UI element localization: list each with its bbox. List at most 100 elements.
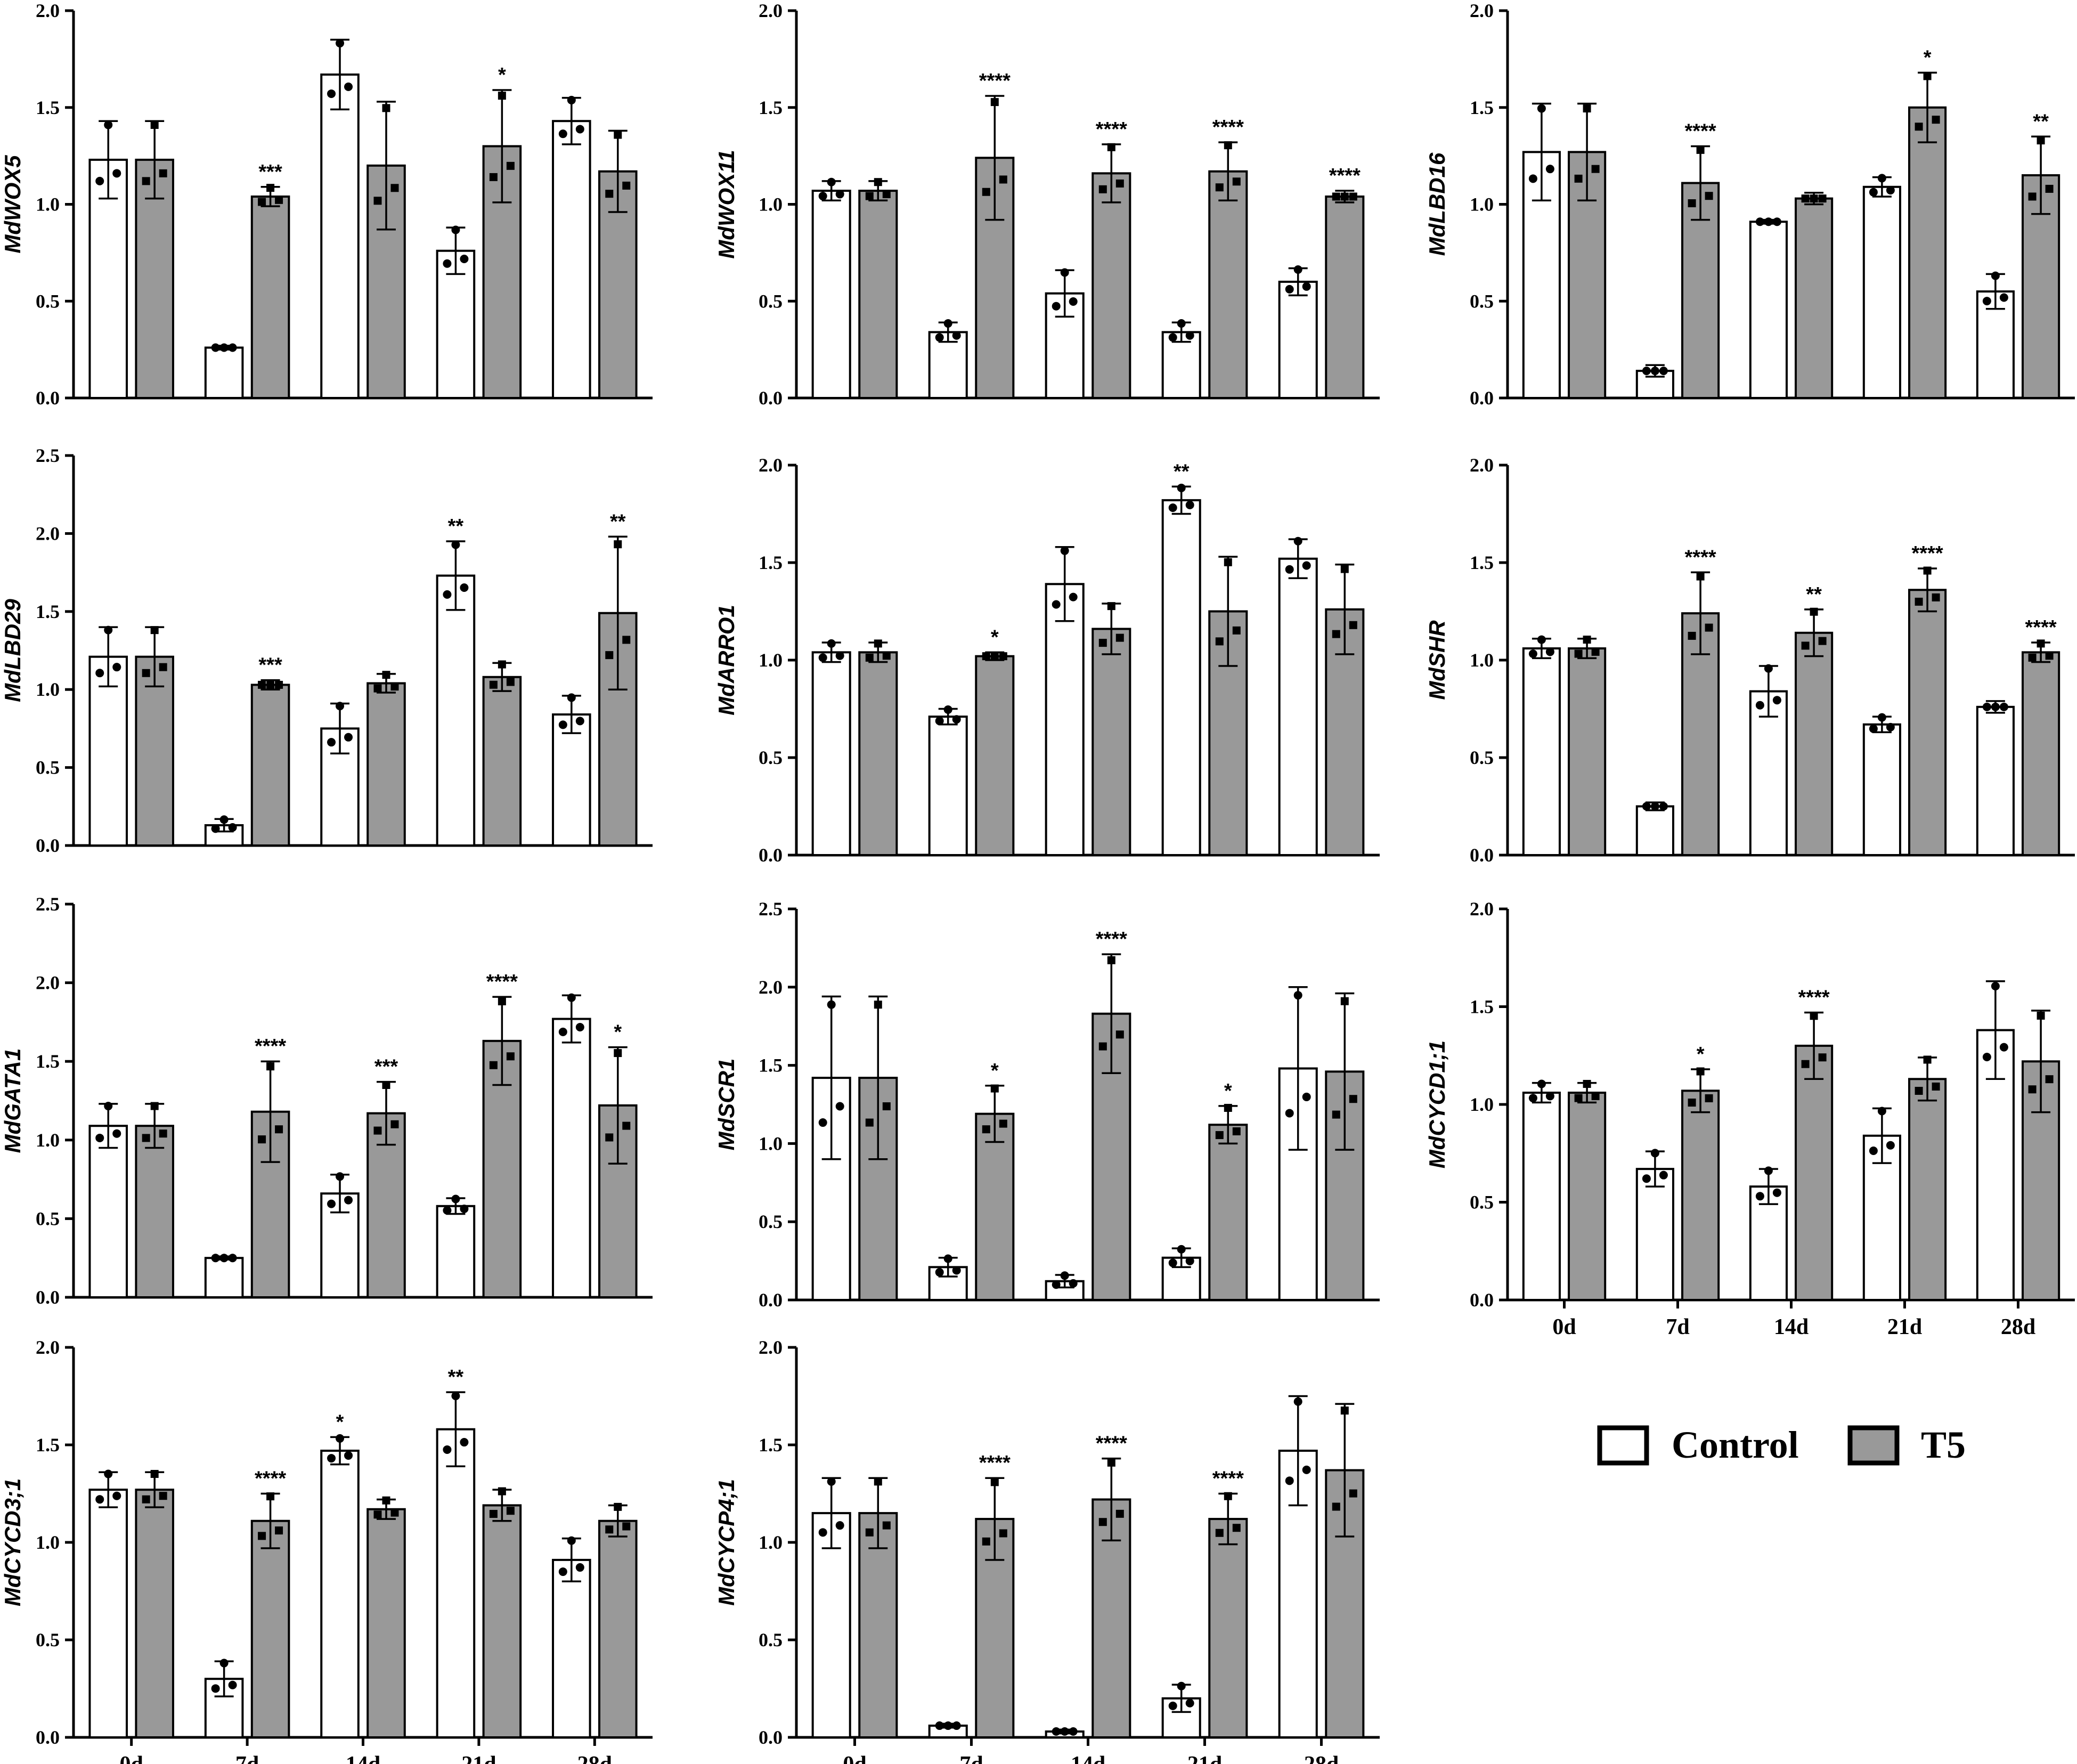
- data-point-t5: [506, 161, 515, 170]
- y-tick-label: 2.0: [1470, 0, 1494, 21]
- y-tick-label: 0.0: [1470, 387, 1494, 409]
- y-tick-label: 0.0: [1470, 844, 1494, 866]
- bar-control: [320, 1449, 360, 1738]
- data-point-control: [1168, 1258, 1177, 1267]
- legend-swatch-t5: [1847, 1425, 1900, 1466]
- data-point-control: [1650, 802, 1659, 811]
- data-point-control: [1168, 333, 1177, 342]
- data-point-control: [558, 129, 567, 139]
- data-point-control: [104, 625, 113, 635]
- x-tick-label: 7d: [1666, 1315, 1689, 1339]
- significance-label: ****: [1212, 1468, 1244, 1490]
- y-tick-label: 1.5: [759, 1434, 783, 1456]
- data-point-control: [1293, 991, 1302, 1000]
- data-point-t5: [1915, 1086, 1923, 1095]
- data-point-control: [935, 1721, 944, 1730]
- bar-t5: [482, 1504, 522, 1738]
- y-tick-label: 1.5: [759, 1055, 783, 1076]
- y-tick-label: 2.0: [1470, 898, 1494, 920]
- data-point-control: [575, 717, 584, 726]
- significance-label: ****: [255, 1468, 286, 1490]
- data-point-control: [1052, 1280, 1061, 1289]
- data-point-t5: [1696, 1067, 1705, 1076]
- data-point-control: [1060, 546, 1069, 555]
- data-point-control: [1869, 724, 1878, 733]
- data-point-control: [1755, 1192, 1764, 1201]
- significance-label: *: [1924, 46, 1932, 69]
- data-point-control: [835, 1521, 844, 1530]
- data-point-t5: [605, 190, 614, 198]
- data-point-control: [1052, 302, 1061, 311]
- data-point-t5: [1801, 641, 1810, 650]
- bar-t5: [250, 1519, 290, 1738]
- data-point-t5: [1696, 145, 1705, 154]
- data-point-control: [104, 120, 113, 129]
- data-point-control: [460, 255, 469, 264]
- data-point-t5: [1215, 637, 1224, 646]
- data-point-t5: [1115, 633, 1124, 642]
- data-point-control: [1060, 1271, 1069, 1280]
- data-point-t5: [1818, 194, 1827, 203]
- data-point-control: [451, 225, 460, 234]
- legend: Control T5: [1597, 1424, 1966, 1466]
- bar-control: [1278, 557, 1318, 857]
- bar-t5: [135, 1125, 174, 1298]
- data-point-t5: [1115, 1509, 1124, 1518]
- data-point-control: [460, 583, 469, 592]
- data-point-t5: [874, 639, 882, 648]
- significance-label: ****: [1096, 118, 1127, 141]
- data-point-control: [1302, 282, 1311, 291]
- data-point-t5: [874, 1477, 882, 1486]
- data-point-t5: [1696, 572, 1705, 581]
- bar-control: [436, 249, 476, 399]
- data-point-control: [1991, 271, 2000, 280]
- data-point-t5: [1332, 1110, 1340, 1119]
- data-point-t5: [1583, 1079, 1591, 1088]
- y-tick-label: 0.5: [759, 747, 783, 768]
- data-point-t5: [882, 652, 891, 660]
- y-tick-label: 0.0: [759, 387, 783, 409]
- bar-control: [928, 716, 968, 856]
- data-point-control: [558, 1567, 567, 1576]
- bar-control: [552, 1018, 591, 1298]
- y-tick-label: 0.0: [36, 1727, 60, 1748]
- chart-panel: 0.0 0.5 1.0 1.5 2.0 MdCYCD3;1 0d **** 7d * 14d ** 21…: [0, 1337, 653, 1764]
- bar-control: [88, 1125, 128, 1298]
- x-tick-label: 14d: [1071, 1752, 1105, 1764]
- bar-t5: [1908, 106, 1947, 399]
- data-point-control: [1755, 701, 1764, 710]
- data-point-t5: [1215, 1529, 1224, 1537]
- data-point-control: [443, 1445, 452, 1454]
- y-tick-label: 1.0: [759, 649, 783, 671]
- bar-control: [88, 1489, 128, 1738]
- data-point-control: [1545, 647, 1554, 656]
- data-point-t5: [1340, 192, 1349, 201]
- data-point-t5: [999, 652, 1007, 661]
- y-tick-label: 2.0: [36, 0, 60, 21]
- data-point-t5: [1224, 141, 1232, 150]
- data-point-control: [451, 1392, 460, 1401]
- data-point-t5: [1688, 631, 1696, 640]
- data-point-t5: [373, 1126, 382, 1135]
- significance-label: ****: [2025, 616, 2057, 639]
- data-point-t5: [1810, 1012, 1818, 1020]
- data-point-t5: [159, 663, 167, 671]
- data-point-control: [104, 1102, 113, 1111]
- data-point-t5: [982, 188, 990, 196]
- data-point-control: [1185, 500, 1194, 509]
- data-point-t5: [150, 120, 159, 129]
- data-point-t5: [622, 636, 631, 644]
- bar-t5: [1325, 195, 1365, 399]
- y-axis-title: MdSCR1: [714, 1059, 739, 1151]
- data-point-control: [1886, 186, 1895, 195]
- data-point-t5: [1574, 174, 1583, 183]
- data-point-t5: [1349, 1489, 1357, 1498]
- data-point-t5: [1340, 565, 1349, 573]
- y-tick-label: 2.0: [36, 972, 60, 994]
- data-point-t5: [982, 1125, 990, 1134]
- data-point-t5: [1098, 639, 1107, 647]
- data-point-t5: [1107, 956, 1115, 964]
- y-tick-label: 1.0: [36, 679, 60, 700]
- data-point-control: [112, 663, 121, 672]
- legend-label-control: Control: [1672, 1424, 1799, 1466]
